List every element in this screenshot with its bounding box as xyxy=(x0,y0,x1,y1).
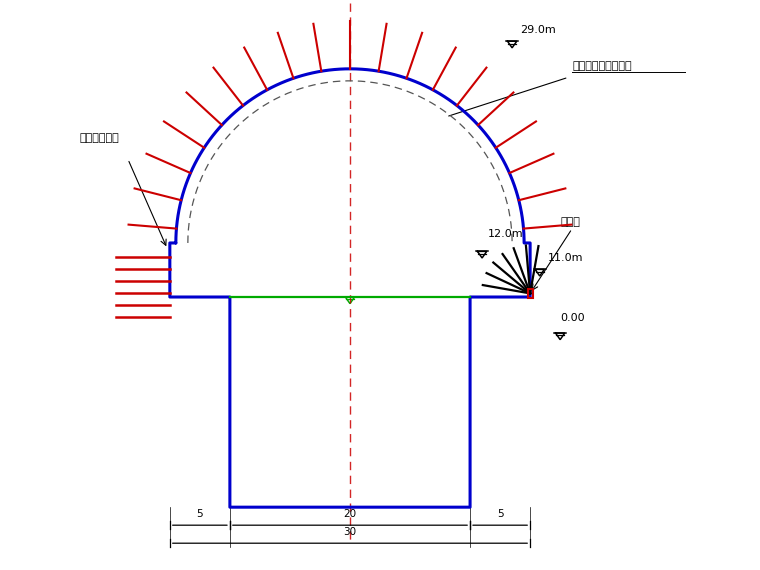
Text: 5: 5 xyxy=(197,509,203,519)
Text: 边墙锄噴支护: 边墙锄噴支护 xyxy=(80,133,119,143)
Text: 拱部钒筋混凝土衭砂: 拱部钒筋混凝土衭砂 xyxy=(572,61,632,71)
Text: 11.0m: 11.0m xyxy=(548,253,584,263)
Text: 5: 5 xyxy=(497,509,503,519)
Text: 12.0m: 12.0m xyxy=(488,229,524,239)
Text: 0.00: 0.00 xyxy=(560,313,584,323)
Text: 30: 30 xyxy=(344,527,356,537)
Text: 20: 20 xyxy=(344,509,356,519)
Text: 29.0m: 29.0m xyxy=(521,25,556,35)
Text: 吐车梁: 吐车梁 xyxy=(560,217,580,227)
